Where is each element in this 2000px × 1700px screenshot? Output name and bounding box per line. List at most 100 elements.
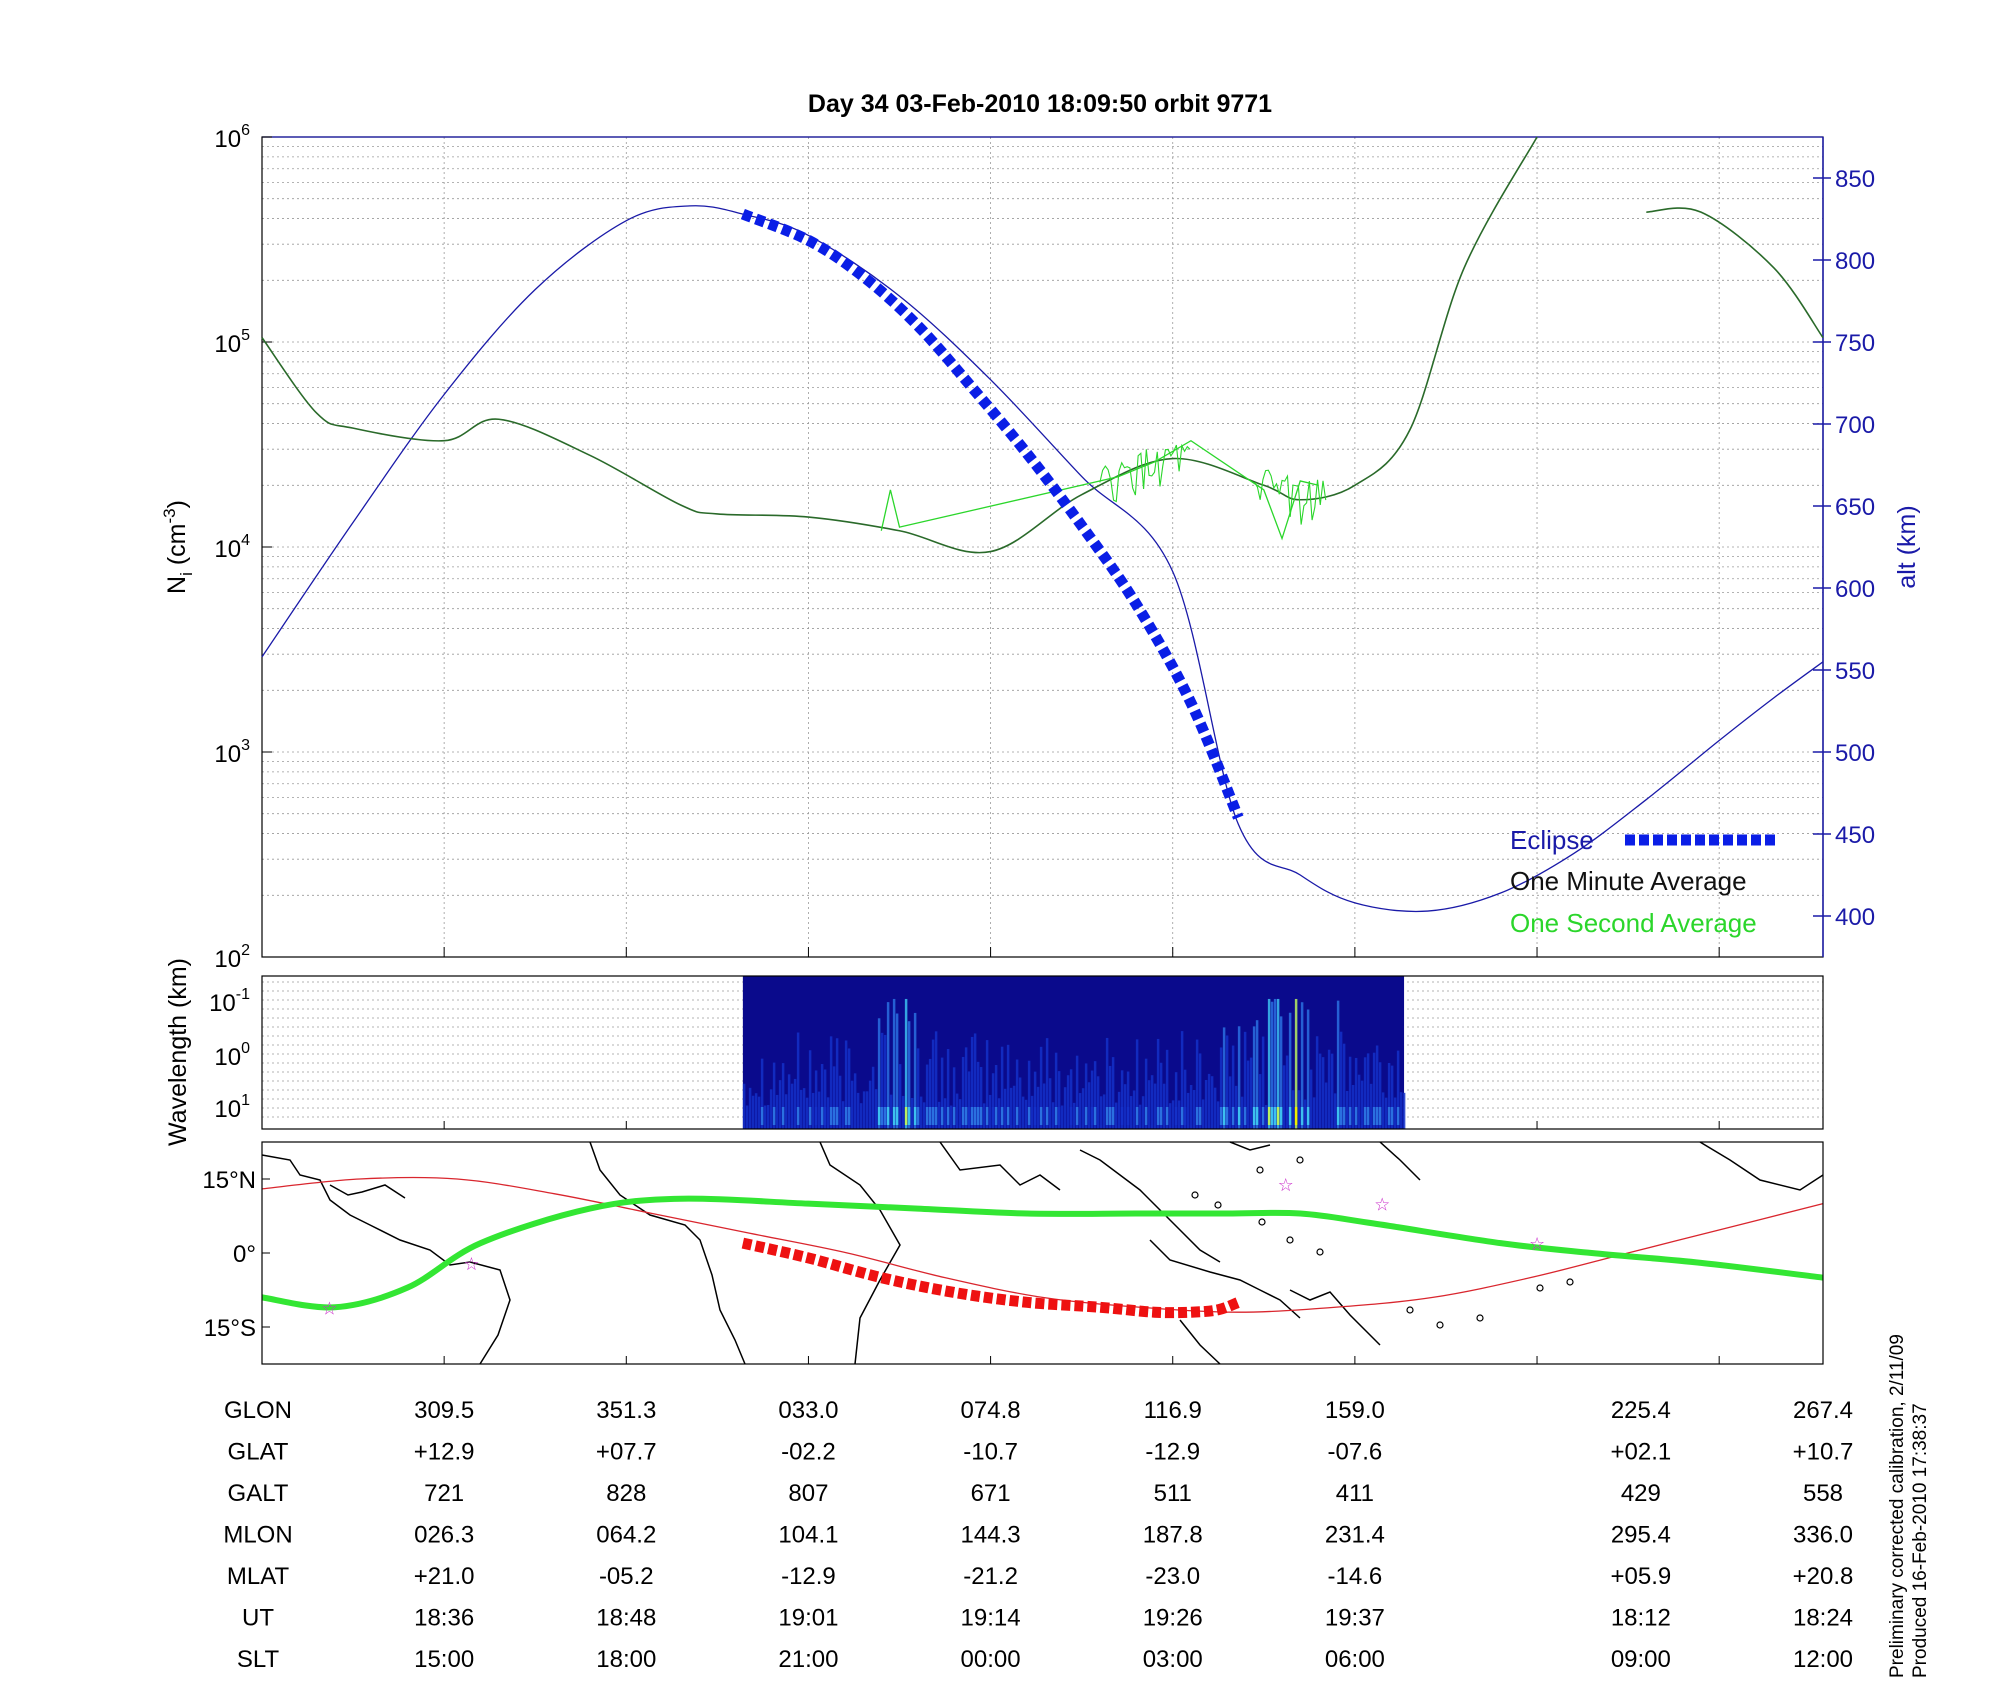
table-row-label: GLON [224, 1397, 292, 1424]
table-cell: 12:00 [1793, 1646, 1853, 1673]
table-cell: 104.1 [778, 1522, 838, 1549]
alt-y-ticks: 400 450 500 550 600 650 700 750 800 850 [1813, 166, 1875, 931]
spectrogram-streak-bright [1033, 1107, 1037, 1125]
spectrogram-streak-bright [760, 1107, 764, 1125]
spectrogram-streak [1096, 1076, 1100, 1129]
table-cell: 074.8 [961, 1397, 1021, 1424]
spectrogram-streak [988, 1094, 992, 1129]
one-minute-average-line [261, 136, 1538, 554]
spectrogram-streak-bright [994, 1107, 998, 1125]
table-row-label: MLAT [227, 1563, 290, 1590]
spectrogram-streak [1018, 1077, 1022, 1129]
spectrogram-streak [979, 1067, 983, 1129]
spectrogram-streak [1036, 1086, 1040, 1129]
station-star: ☆ [463, 1254, 479, 1275]
spectrogram-streak [892, 998, 896, 1129]
spectrogram-streak [838, 1075, 842, 1129]
footnote-calibration: Preliminary corrected calibration, 2/11/… [1887, 1334, 1908, 1678]
table-cell: -02.2 [781, 1439, 836, 1466]
spectrogram-streak-bright [1225, 1107, 1229, 1125]
spectrogram-streak [940, 1057, 944, 1129]
spectrogram-streak [1366, 1053, 1370, 1129]
island [1191, 1191, 1199, 1199]
island [1566, 1278, 1574, 1286]
table-cell: -10.7 [963, 1439, 1018, 1466]
spectrogram-streak-bright [1348, 1107, 1352, 1125]
table-cell: 00:00 [961, 1646, 1021, 1673]
spectrogram-streak [1324, 1082, 1328, 1129]
island [1214, 1201, 1222, 1209]
spectrogram-streak [1117, 1091, 1121, 1129]
table-cell: 19:26 [1143, 1605, 1203, 1632]
spectrogram-streak-bright [1270, 1107, 1274, 1125]
spectrogram-streak [1147, 1080, 1151, 1129]
spectrogram-streak [1294, 998, 1298, 1129]
spectrogram-streak-bright [796, 1107, 800, 1125]
spectrogram-streak [814, 1070, 818, 1129]
spectrogram-streak [1387, 1063, 1391, 1129]
spectrogram-streak-bright [1219, 1107, 1223, 1125]
table-cell: 159.0 [1325, 1397, 1385, 1424]
coastline [819, 1141, 901, 1365]
spectrogram-streak [937, 1101, 941, 1129]
table-cell: 18:36 [414, 1605, 474, 1632]
spectrogram-streak-bright [1105, 1107, 1109, 1125]
spectrogram-streak [976, 1061, 980, 1129]
spectrogram-streak [862, 1091, 866, 1129]
coastline [1179, 1319, 1221, 1365]
spectrogram-streak [847, 1048, 851, 1129]
density-y-ticks: 102 103 104 105 106 [214, 122, 272, 973]
spectrogram-y-tick-label: 101 [214, 1092, 250, 1123]
table-cell: 033.0 [778, 1397, 838, 1424]
spectrogram-streak [1378, 1062, 1382, 1129]
spectrogram-streak [1111, 1057, 1115, 1129]
spectrogram-streak [1168, 1103, 1172, 1129]
spectrogram-streak-bright [823, 1107, 827, 1125]
spectrogram-streak [1000, 1046, 1004, 1129]
spectrogram-streak [781, 1063, 785, 1129]
spectrogram-streak [1333, 1093, 1337, 1129]
spectrogram-streak [1360, 1080, 1364, 1129]
spectrogram-streak-bright [1300, 1107, 1304, 1125]
spectrogram-streak [1315, 1036, 1319, 1129]
spectrogram-streak [925, 1064, 929, 1129]
spectrogram-streak [886, 1002, 890, 1129]
spectrogram-streak [1093, 1061, 1097, 1129]
spectrogram-streak [1156, 1038, 1160, 1129]
legend-minute-label: One Minute Average [1510, 866, 1747, 896]
spectrogram-streak [1375, 1045, 1379, 1129]
spectrogram-streak [1210, 1076, 1214, 1129]
spectrogram-streak [808, 1050, 812, 1129]
spectrogram-streak [1021, 1096, 1025, 1129]
spectrogram-streak [811, 1092, 815, 1129]
spectrogram-streak [799, 1089, 803, 1129]
spectrogram-streak [1249, 1057, 1253, 1129]
spectrogram-streak [1312, 1097, 1316, 1129]
spectrogram-streak-bright [1279, 1107, 1283, 1125]
spectrogram-streak [1204, 1079, 1208, 1129]
spectrogram-streak [1207, 1073, 1211, 1129]
spectrogram-frame [261, 975, 1824, 1130]
table-cell: 064.2 [596, 1522, 656, 1549]
table-cell: -12.9 [781, 1563, 836, 1590]
spectrogram-streak-bright [847, 1107, 851, 1125]
spectrogram-streak [1054, 1052, 1058, 1129]
spectrogram-streak-bright [895, 1107, 899, 1125]
spectrogram-streak [1126, 1071, 1130, 1129]
table-cell: 18:12 [1611, 1605, 1671, 1632]
spectrogram-streak-bright [832, 1107, 836, 1125]
spectrogram-streak [1099, 1096, 1103, 1129]
spectrogram-y-tick-label: 10-1 [209, 986, 250, 1017]
spectrogram-streak [964, 1047, 968, 1129]
spectrogram-streak [1264, 1105, 1268, 1129]
spectrogram-streak [1339, 1031, 1343, 1129]
table-cell: 225.4 [1611, 1397, 1671, 1424]
spectrogram-streak [955, 1093, 959, 1129]
spectrogram-streak [1123, 1084, 1127, 1129]
one-minute-average-line [1646, 207, 1824, 339]
table-cell: 19:01 [778, 1605, 838, 1632]
spectrogram-streak-bright [1159, 1107, 1163, 1125]
spectrogram-streak [1072, 1102, 1076, 1129]
spectrogram-streak [934, 1031, 938, 1129]
table-cell: +21.0 [414, 1563, 475, 1590]
